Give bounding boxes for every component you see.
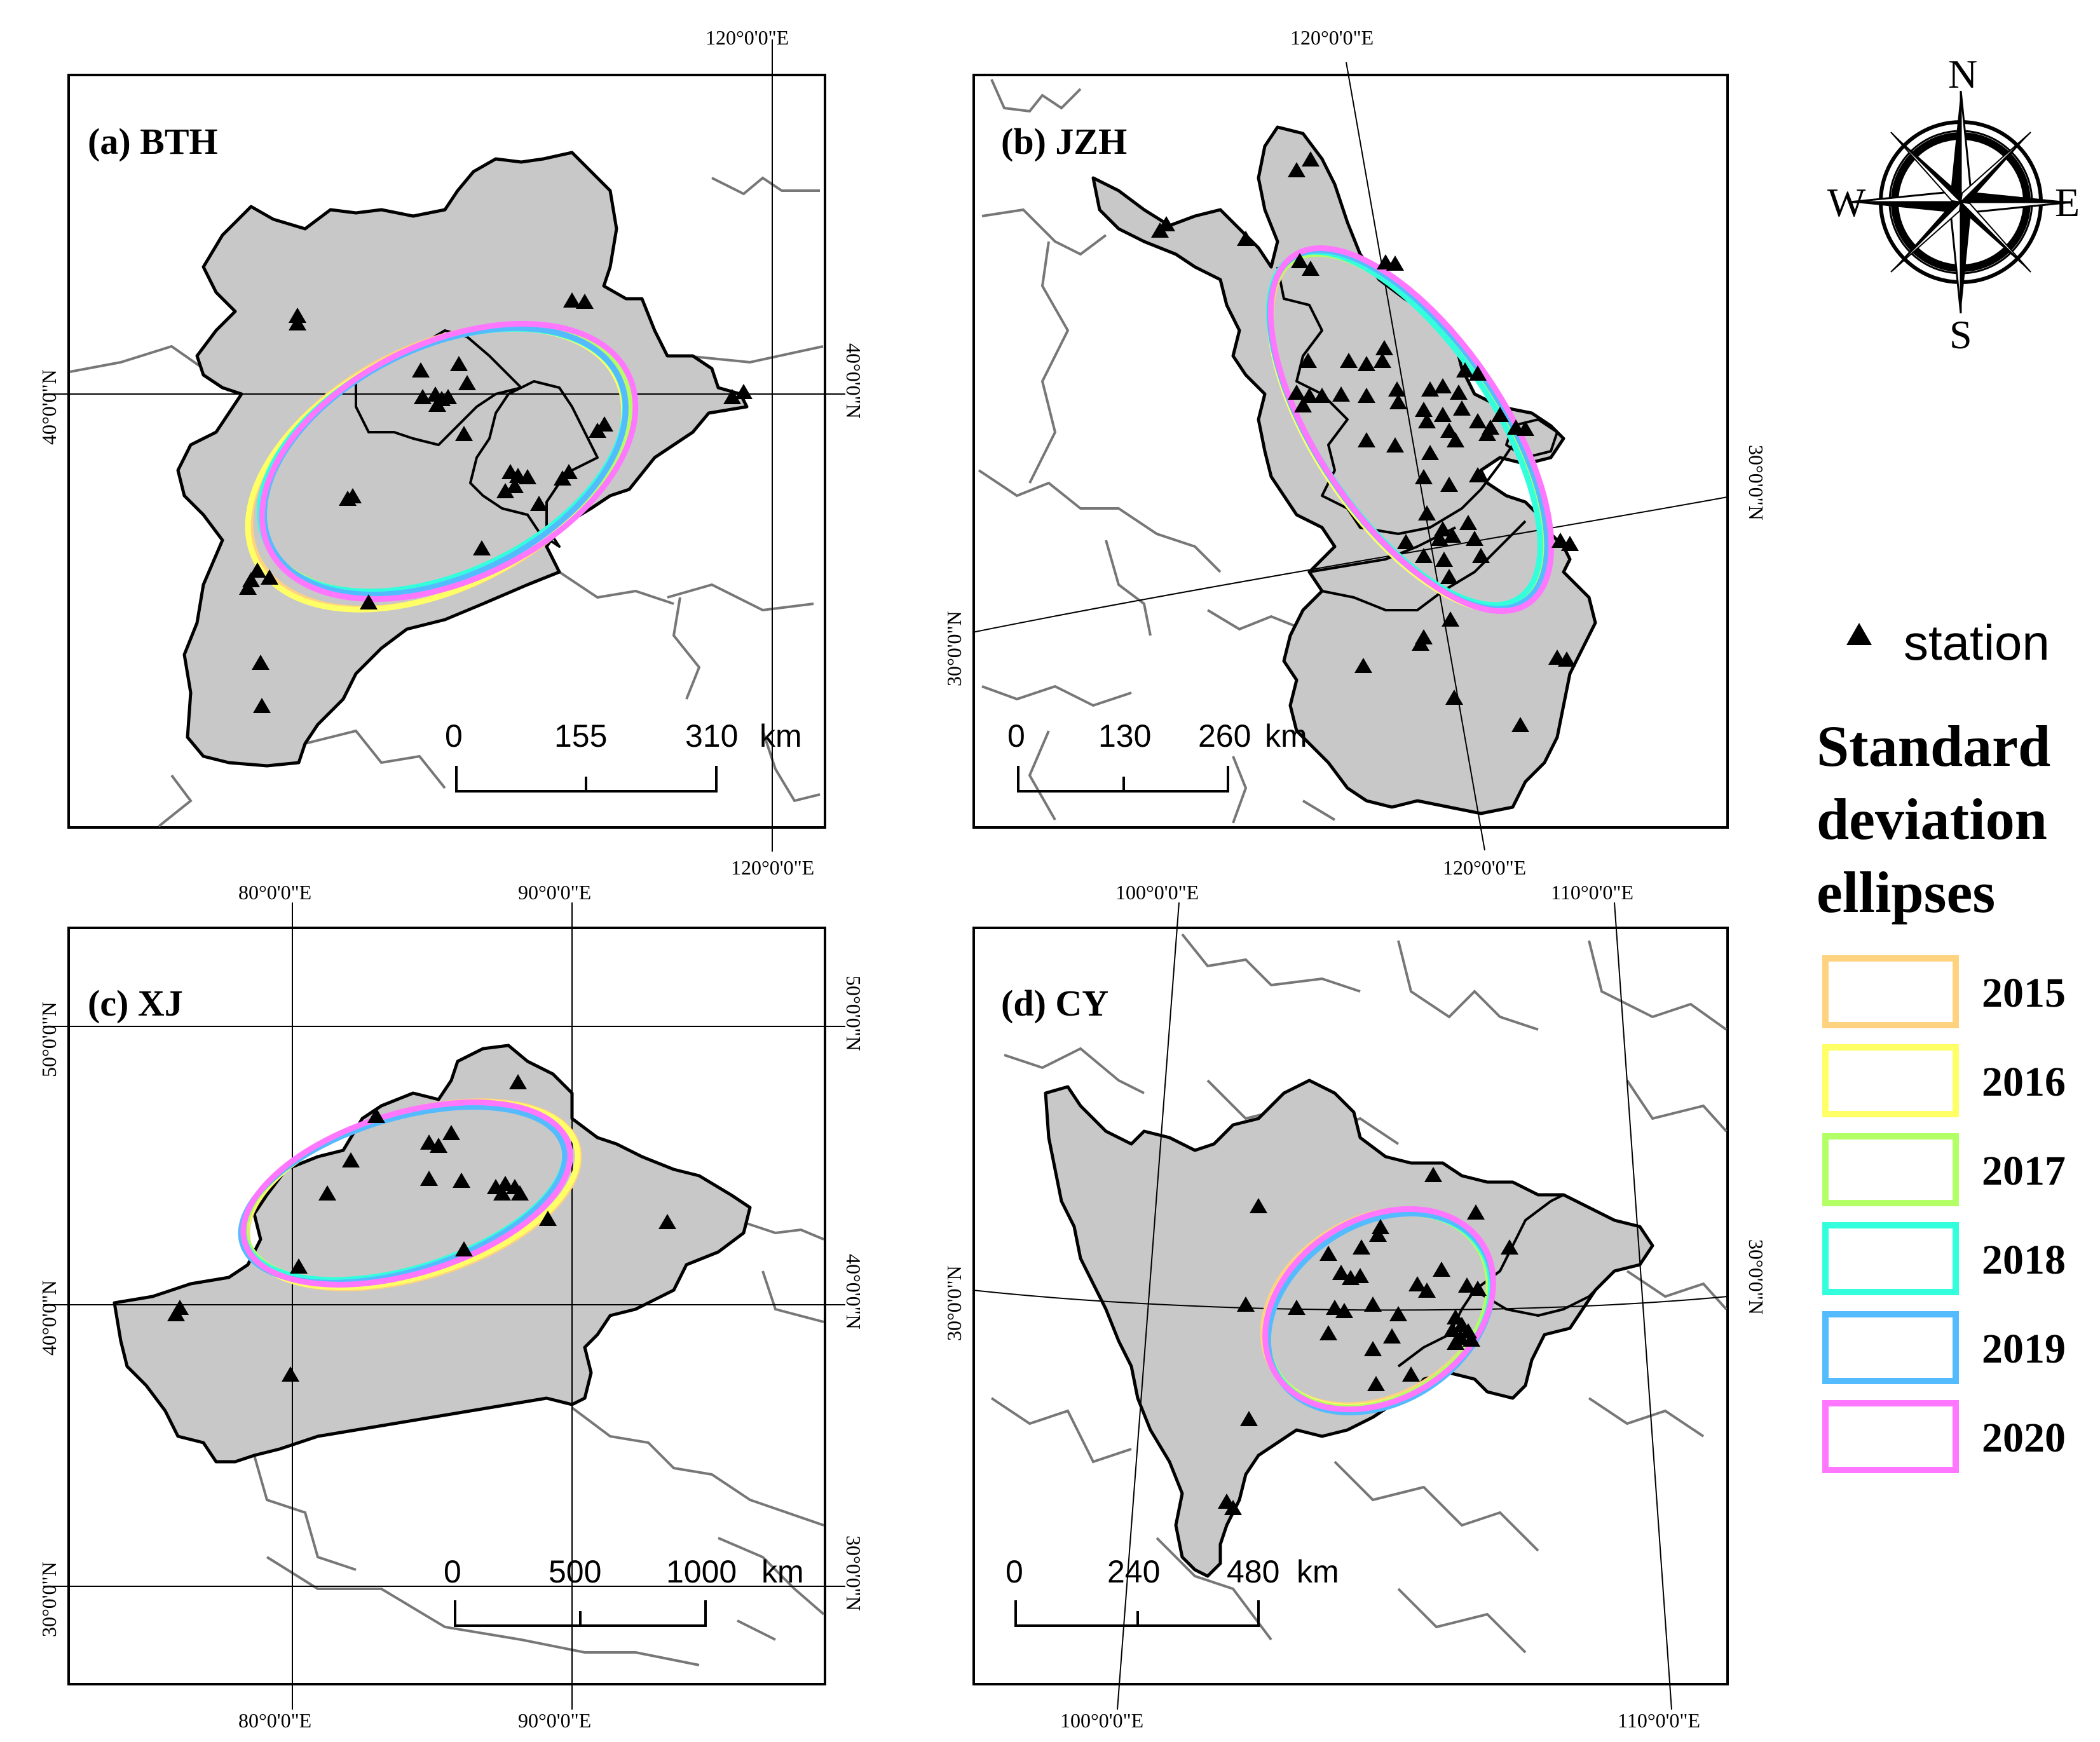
scale-label: 130 [1098,718,1151,754]
lon-label: 120°0'0"E [706,26,789,49]
compass-e: E [2055,180,2080,225]
panel-bth: (a) BTH 120°0'0"E 120°0'0"E 40°0'0"N 40°… [38,26,865,879]
lat-label: 30°0'0"N [1745,1239,1768,1315]
scale-label: 240 [1107,1554,1160,1589]
legend-year-2020: 2020 [1982,1415,2066,1461]
parallel-30n [972,1289,1728,1311]
legend-year-2018: 2018 [1982,1237,2066,1283]
scale-label: 260 [1198,718,1251,754]
legend-swatch-2017 [1822,1133,1959,1206]
panel-title: (d) CY [1001,983,1108,1024]
panel-cy: (d) CY 100°0'0"E 110°0'0"E 100°0'0"E 110… [943,881,1768,1732]
scale-unit: km [1297,1554,1339,1589]
scale-unit: km [761,1554,804,1589]
scale-bar: 0 500 1000 km [444,1554,804,1627]
shanghai-boundary [1505,418,1558,459]
legend-swatch-2015 [1822,955,1959,1028]
lat-label: 30°0'0"N [1745,445,1768,521]
legend-year-2015: 2015 [1982,970,2066,1016]
panel-xj: (c) XJ 80°0'0"E 90°0'0"E 80°0'0"E 90°0'0… [38,881,865,1732]
meridian-120e [1346,62,1485,851]
scale-unit: km [760,718,802,754]
lat-label: 40°0'0"N [842,1254,865,1330]
lat-label: 40°0'0"N [38,1280,60,1356]
lat-label: 40°0'0"N [38,369,60,445]
panel-title: (a) BTH [88,121,218,162]
scale-label: 310 [685,718,738,754]
meridian-100e [1117,902,1180,1710]
scale-label: 0 [444,1554,461,1589]
ellipses-bth [245,320,639,613]
ellipses-jzh [1266,245,1555,615]
lat-label: 30°0'0"N [842,1535,865,1611]
scale-label: 155 [554,718,607,754]
lon-label: 120°0'0"E [1443,856,1526,879]
jiangsu-anhui-boundary [1276,266,1514,535]
stations-jzh [1151,151,1579,732]
legend-year-2016: 2016 [1982,1059,2066,1105]
lon-label: 80°0'0"E [238,1709,311,1732]
legend-title-line: deviation [1817,787,2047,852]
station-symbol-icon [1846,623,1872,645]
north-arrow-compass-icon: N S E W [1827,51,2080,357]
scale-unit: km [1265,718,1307,754]
legend-title-line: ellipses [1817,860,1995,925]
cy-region [1044,1079,1654,1578]
xj-region [112,1044,752,1464]
parallel-30n [972,496,1728,633]
stations-bth [239,292,753,713]
scale-label: 0 [1007,718,1025,754]
lon-label: 110°0'0"E [1551,881,1633,904]
background-boundaries [978,79,1336,824]
scale-bar: 0 155 310 km [445,718,802,793]
stations-cy [1218,1167,1518,1515]
legend-station-label: station [1904,615,2050,670]
lon-label: 100°0'0"E [1115,881,1199,904]
legend-swatch-2019 [1822,1311,1959,1384]
compass-w: W [1827,180,1866,225]
lon-label: 90°0'0"E [518,1709,591,1732]
lat-label: 40°0'0"N [842,343,865,419]
legend: station Standard deviation ellipses 2015… [1817,615,2066,1473]
lon-label: 110°0'0"E [1618,1709,1700,1732]
scale-label: 500 [549,1554,601,1589]
scale-label: 0 [445,718,463,754]
lon-label: 90°0'0"E [518,881,591,904]
lon-label: 100°0'0"E [1060,1709,1143,1732]
scale-bar: 0 130 260 km [1007,718,1307,793]
legend-year-2019: 2019 [1982,1326,2066,1372]
stations-xj [167,1074,676,1382]
scale-label: 480 [1227,1554,1279,1589]
legend-year-2017: 2017 [1982,1148,2066,1194]
zhejiang-boundary [1321,520,1527,611]
lat-label: 30°0'0"N [38,1562,60,1637]
legend-swatch-2018 [1822,1222,1959,1295]
compass-s: S [1949,312,1972,357]
legend-swatch-2016 [1822,1044,1959,1117]
scale-label: 1000 [666,1554,737,1589]
legend-title-line: Standard [1817,714,2050,779]
panel-jzh: (b) JZH 120°0'0"E 120°0'0"E 30°0'0"N 30°… [943,26,1768,879]
legend-swatch-2020 [1822,1400,1959,1473]
lat-label: 30°0'0"N [943,1265,965,1341]
jzh-region [1091,125,1597,815]
legend-years: 2015 2016 2017 2018 2019 2020 [1822,955,2066,1473]
compass-n: N [1948,51,1977,97]
panel-title: (c) XJ [88,983,183,1024]
lon-label: 80°0'0"E [238,881,311,904]
lon-label: 120°0'0"E [1290,26,1374,49]
panel-title: (b) JZH [1001,121,1127,162]
scale-label: 0 [1006,1554,1023,1589]
lat-label: 30°0'0"N [943,611,965,686]
meridian-110e [1614,902,1672,1710]
lat-label: 50°0'0"N [842,976,865,1051]
ellipses-cy [1260,1206,1496,1416]
lon-label: 120°0'0"E [731,856,814,879]
scale-bar: 0 240 480 km [1006,1554,1339,1627]
background-boundaries [253,1218,825,1666]
lat-label: 50°0'0"N [38,1002,60,1077]
background-boundaries [990,933,1728,1654]
